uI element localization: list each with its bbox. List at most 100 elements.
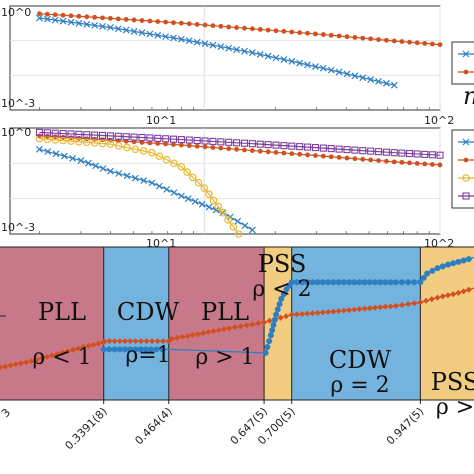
mid-point xyxy=(178,142,184,148)
mid-point xyxy=(162,155,171,164)
mid-point xyxy=(183,168,191,176)
mid-point xyxy=(169,135,178,143)
phase-point-1 xyxy=(280,291,287,298)
phase-point-1 xyxy=(288,279,295,286)
phase-point-1 xyxy=(345,279,352,286)
top-point xyxy=(92,14,98,20)
phase-point-0 xyxy=(184,332,191,339)
top-point xyxy=(162,33,170,41)
mid-point xyxy=(170,159,178,168)
phase-point-1 xyxy=(356,279,363,286)
top-xtick-10: 10^1 xyxy=(146,114,176,127)
phase-point-0 xyxy=(17,360,24,367)
top-point xyxy=(122,26,130,34)
mid-point xyxy=(422,161,428,167)
mid-legend-marker-3 xyxy=(462,192,470,200)
phase-point-1 xyxy=(132,346,139,353)
mid-point xyxy=(399,159,405,165)
mid-point xyxy=(106,140,115,148)
top-point xyxy=(256,50,264,58)
mid-point xyxy=(272,141,280,149)
mid-point xyxy=(44,148,52,155)
top-point xyxy=(305,30,310,36)
mid-point xyxy=(59,136,67,145)
phase-point-0 xyxy=(255,320,262,327)
phase-point-1 xyxy=(100,346,107,353)
mid-point xyxy=(413,150,421,158)
top-point xyxy=(422,40,428,46)
top-point xyxy=(343,70,351,78)
phase-point-0 xyxy=(189,332,196,339)
mid-point xyxy=(218,145,224,151)
mid-point xyxy=(131,145,140,154)
mid-point xyxy=(67,137,75,145)
phase-point-1 xyxy=(366,279,373,286)
mid-point xyxy=(280,142,288,150)
top-ytick-bottom: 10^-3 xyxy=(1,97,35,110)
top-point xyxy=(130,27,138,35)
phase-point-1 xyxy=(106,346,113,353)
mid-point xyxy=(163,141,169,147)
phase-point-0 xyxy=(361,305,368,312)
phase-point-1 xyxy=(460,257,467,264)
mid-point xyxy=(328,154,334,160)
top-point xyxy=(249,26,255,32)
mid-point xyxy=(69,154,77,162)
mid-point xyxy=(273,150,279,155)
phase-point-0 xyxy=(309,310,316,317)
mid-point xyxy=(36,145,43,153)
mid-point xyxy=(428,151,436,159)
mid-point xyxy=(421,150,429,158)
phase-point-0 xyxy=(417,299,424,306)
top-point xyxy=(297,30,303,36)
top-point xyxy=(194,22,200,27)
mid-point xyxy=(382,148,390,156)
phase-point-1 xyxy=(299,279,306,286)
phase-point-0 xyxy=(243,322,250,329)
top-point xyxy=(218,23,224,29)
mid-point xyxy=(240,139,249,147)
middle-series xyxy=(35,128,444,238)
phase-series xyxy=(0,256,474,371)
phase-point-0 xyxy=(392,302,399,309)
top-point xyxy=(43,15,51,23)
mid-point xyxy=(352,156,358,162)
top-point xyxy=(233,46,241,54)
top-point xyxy=(185,37,193,45)
mid-point xyxy=(226,146,232,152)
mid-point xyxy=(437,162,443,168)
top-point xyxy=(146,30,154,38)
phase-point-0 xyxy=(261,319,268,326)
phase-point-1 xyxy=(278,295,285,302)
top-point xyxy=(99,23,106,30)
phase-point-0 xyxy=(127,338,134,345)
mid-point xyxy=(163,185,171,193)
top-point xyxy=(131,17,137,23)
mid-point xyxy=(225,138,233,146)
top-point xyxy=(242,25,247,31)
phase-point-0 xyxy=(143,338,150,345)
mid-point xyxy=(98,131,107,140)
mid-point xyxy=(202,144,208,150)
mid-point xyxy=(241,222,249,230)
top-point xyxy=(328,32,334,38)
mid-point xyxy=(52,150,60,158)
phase-point-0 xyxy=(137,338,144,345)
top-point xyxy=(139,18,145,23)
phase-point-0 xyxy=(226,325,233,332)
phase-point-1 xyxy=(304,279,311,286)
top-point xyxy=(115,16,121,22)
mid-point xyxy=(35,128,44,136)
mid-point xyxy=(249,148,255,153)
mid-legend-box xyxy=(451,129,474,209)
top-point xyxy=(52,12,58,18)
phase-label-4: CDW xyxy=(329,346,392,374)
phase-point-1 xyxy=(411,279,418,286)
phase-condition-2: ρ > 1 xyxy=(195,345,254,370)
phase-point-0 xyxy=(398,301,405,308)
top-point xyxy=(360,35,366,41)
mid-point xyxy=(327,145,335,153)
mid-point xyxy=(138,133,146,142)
mid-point xyxy=(59,130,67,138)
